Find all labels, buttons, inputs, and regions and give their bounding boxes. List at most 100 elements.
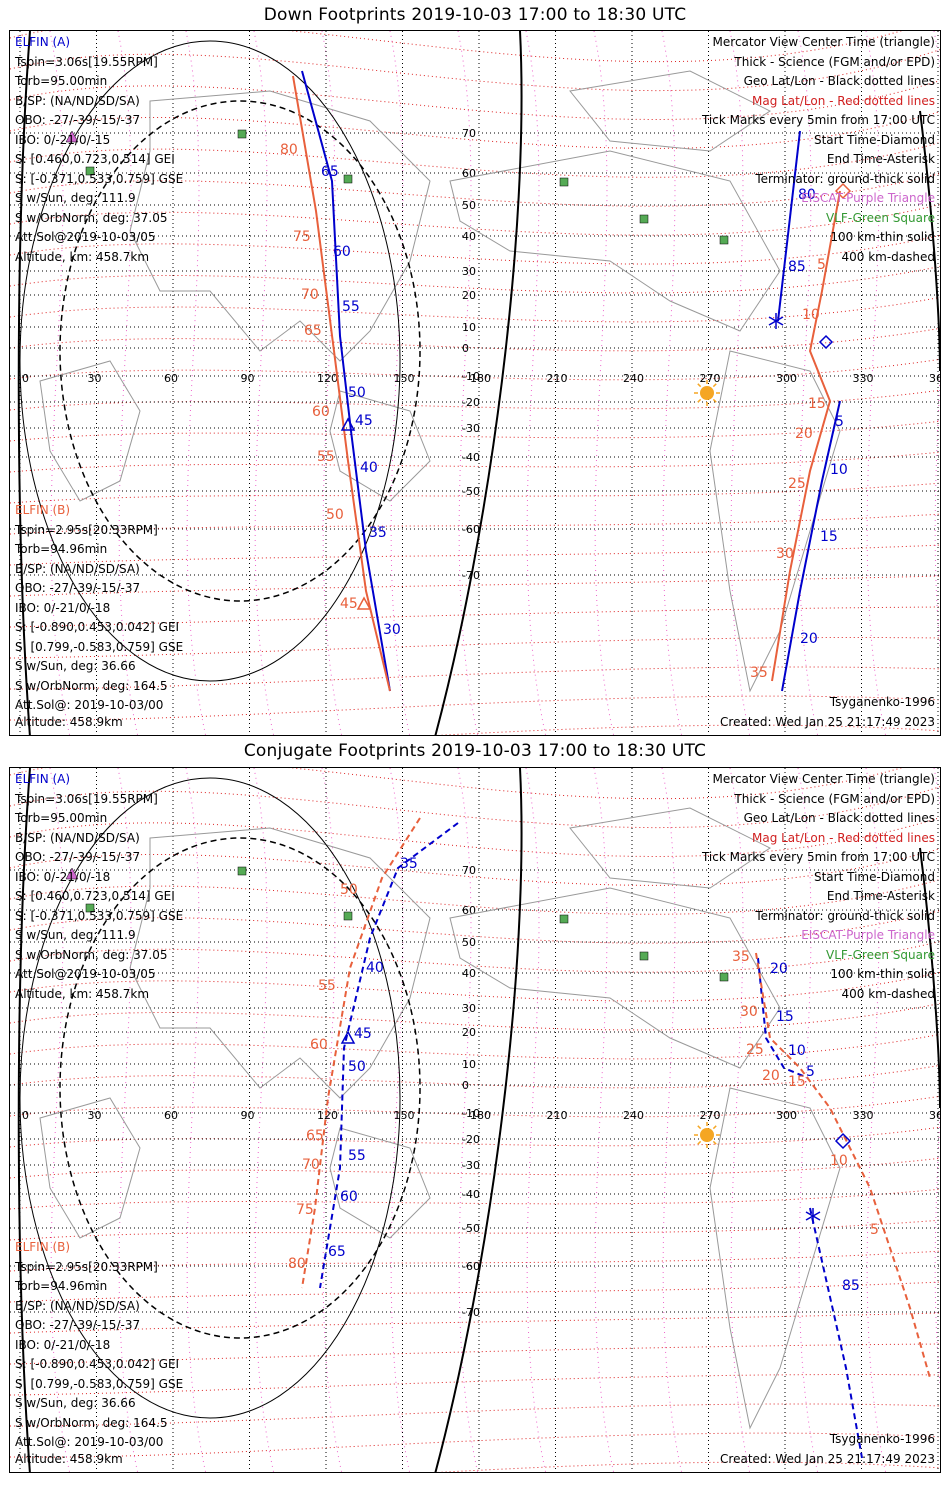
elfin-b-line: Tspin=2.95s[20.33RPM] [15,522,158,537]
lon-tick-label: 0 [22,372,29,385]
terminator-line [919,847,940,1109]
lat-tick-label: 0 [462,342,469,355]
elfin-b-time-label: 25 [746,1042,764,1058]
panel-2-map: 0306090120150180210240270300330360706050… [10,768,940,1472]
elfin-b-name: ELFIN (B) [15,1240,71,1254]
legend-item: 400 km-dashed [841,249,935,264]
vlf-square [559,177,569,187]
elfin-b-time-label: 30 [776,546,794,562]
elfin-b-time-label: 20 [762,1068,780,1084]
continent-outline [39,360,141,502]
elfin-b-line: B/SP: (NA/ND/SD/SA) [15,1298,140,1313]
elfin-b-line: S w/Sun, deg: 36.66 [15,659,136,673]
eiscat-triangle [65,130,79,143]
elfin-a-line: OBO: -27/-39/-15/-37 [15,850,141,864]
legend-item: Geo Lat/Lon - Black dotted lines [743,811,935,825]
panel-1-title: Down Footprints 2019-10-03 17:00 to 18:3… [263,5,687,25]
elfin-b-time-label: 70 [301,287,319,303]
terminator-line [434,768,523,1472]
elfin-b-line: S w/OrbNorm, deg: 164.5 [15,1415,168,1430]
legend-item: Terminator: ground-thick solid [755,171,935,186]
elfin-a-time-label: 10 [830,462,848,478]
elfin-a-track [781,400,841,692]
mag-lon-line [661,31,683,735]
elfin-a-name: ELFIN (A) [15,772,71,786]
lat-tick-label: 0 [462,1079,469,1092]
elfin-a-time-label: 40 [360,460,378,476]
sun-icon [700,1128,714,1142]
elfin-a-line: IBO: 0/-21/0/-15 [15,132,111,147]
elfin-b-line: Torb=94.96min [15,542,108,556]
elfin-a-line: S: [-0.371,0.533,0.759] GSE [15,171,184,186]
mag-lon-line [117,768,139,1472]
elfin-b-info: ELFIN (B) Tspin=2.95s[20.33RPM] Torb=94.… [15,501,183,716]
elfin-a-line: Tspin=3.06s[19.55RPM] [15,791,158,806]
lon-tick-label: 90 [241,1109,255,1122]
mag-lon-line [865,31,887,735]
legend-item: VLF-Green Square [826,210,935,225]
mag-lat-line [10,879,940,915]
elfin-a-line: IBO: 0/-21/0/-18 [15,869,111,884]
elfin-b-line: IBO: 0/-21/0/-18 [15,1337,111,1352]
legend-item: 100 km-thin solid [830,230,935,244]
legend-item: Thick - Science (FGM and/or EPD) [734,54,935,69]
lon-tick-label: 270 [700,1109,721,1122]
elfin-a-line: Att.Sol@2019-10-03/05 [15,967,156,981]
mag-lon-line [797,31,819,735]
legend-item: Mercator View Center Time (triangle) [712,35,935,49]
elfin-b-line: S: [0.799,-0.583,0.759] GSE [15,639,184,654]
mag-lon-line [525,31,547,735]
lon-tick-label: 60 [164,1109,178,1122]
legend-item: Mercator View Center Time (triangle) [712,772,935,786]
elfin-b-name: ELFIN (B) [15,503,71,517]
elfin-a-line: S: [0.460,0.723,0.514] GEI [15,889,175,903]
elfin-b-time-label: 60 [310,1037,328,1053]
elfin-b-start-diamond [834,182,852,200]
elfin-b-time-label: 30 [740,1004,758,1020]
continent-outline [129,90,431,362]
mag-lon-line [49,768,71,1472]
panel-1-frame: 0306090120150180210240270300330360706050… [9,30,941,736]
elfin-b-track [301,817,421,1289]
elfin-a-time-label: 15 [776,1009,794,1025]
mag-lon-line [185,31,207,735]
legend-item: 400 km-dashed [841,986,935,1001]
elfin-a-time-label: 45 [355,413,373,429]
elfin-a-time-label: 60 [340,1189,358,1205]
elfin-b-line: OBO: -27/-39/-15/-37 [15,1318,141,1332]
mag-lon-line [49,31,71,735]
elfin-a-time-label: 5 [806,1064,815,1080]
elfin-a-end-asterisk [805,1211,821,1221]
elfin-b-time-label: 10 [802,307,820,323]
elfin-b-track [771,190,841,682]
vlf-square [639,214,649,224]
sun-ray [697,1125,702,1130]
terminator-ellipse [19,777,401,1419]
elfin-a-time-label: 50 [348,385,366,401]
elfin-b-time-label: 25 [788,476,806,492]
mag-lon-line [321,768,343,1472]
elfin-b-time-label: 5 [870,1222,879,1238]
lat-tick-label: -60 [462,523,480,536]
legend-item: Start Time-Diamond [813,869,935,884]
elfin-b-time-label: 65 [306,1128,324,1144]
elfin-b-time-label: 55 [318,978,336,994]
legend: Mercator View Center Time (triangle) Thi… [702,33,935,267]
continent-outline [569,807,771,889]
elfin-a-time-label: 60 [333,244,351,260]
elfin-b-time-label: 35 [750,665,768,681]
lat-tick-label: -20 [462,396,480,409]
lat-tick-label: 20 [462,289,476,302]
elfin-a-time-label: 85 [788,259,806,275]
elfin-a-line: S: [-0.371,0.533,0.759] GSE [15,908,184,923]
elfin-b-info: ELFIN (B) Tspin=2.95s[20.33RPM] Torb=94.… [15,1238,183,1453]
vlf-square [237,129,247,139]
lat-tick-label: -30 [462,422,480,435]
elfin-a-time-label: 20 [770,961,788,977]
vlf-square [343,911,353,921]
footprint-400km-ellipse [59,100,421,602]
lon-tick-label: 300 [776,1109,797,1122]
mag-lon-line [525,768,547,1472]
legend: Mercator View Center Time (triangle) Thi… [702,770,935,1004]
created-timestamp: Created: Wed Jan 25 21:17:49 2023 [720,1451,935,1466]
